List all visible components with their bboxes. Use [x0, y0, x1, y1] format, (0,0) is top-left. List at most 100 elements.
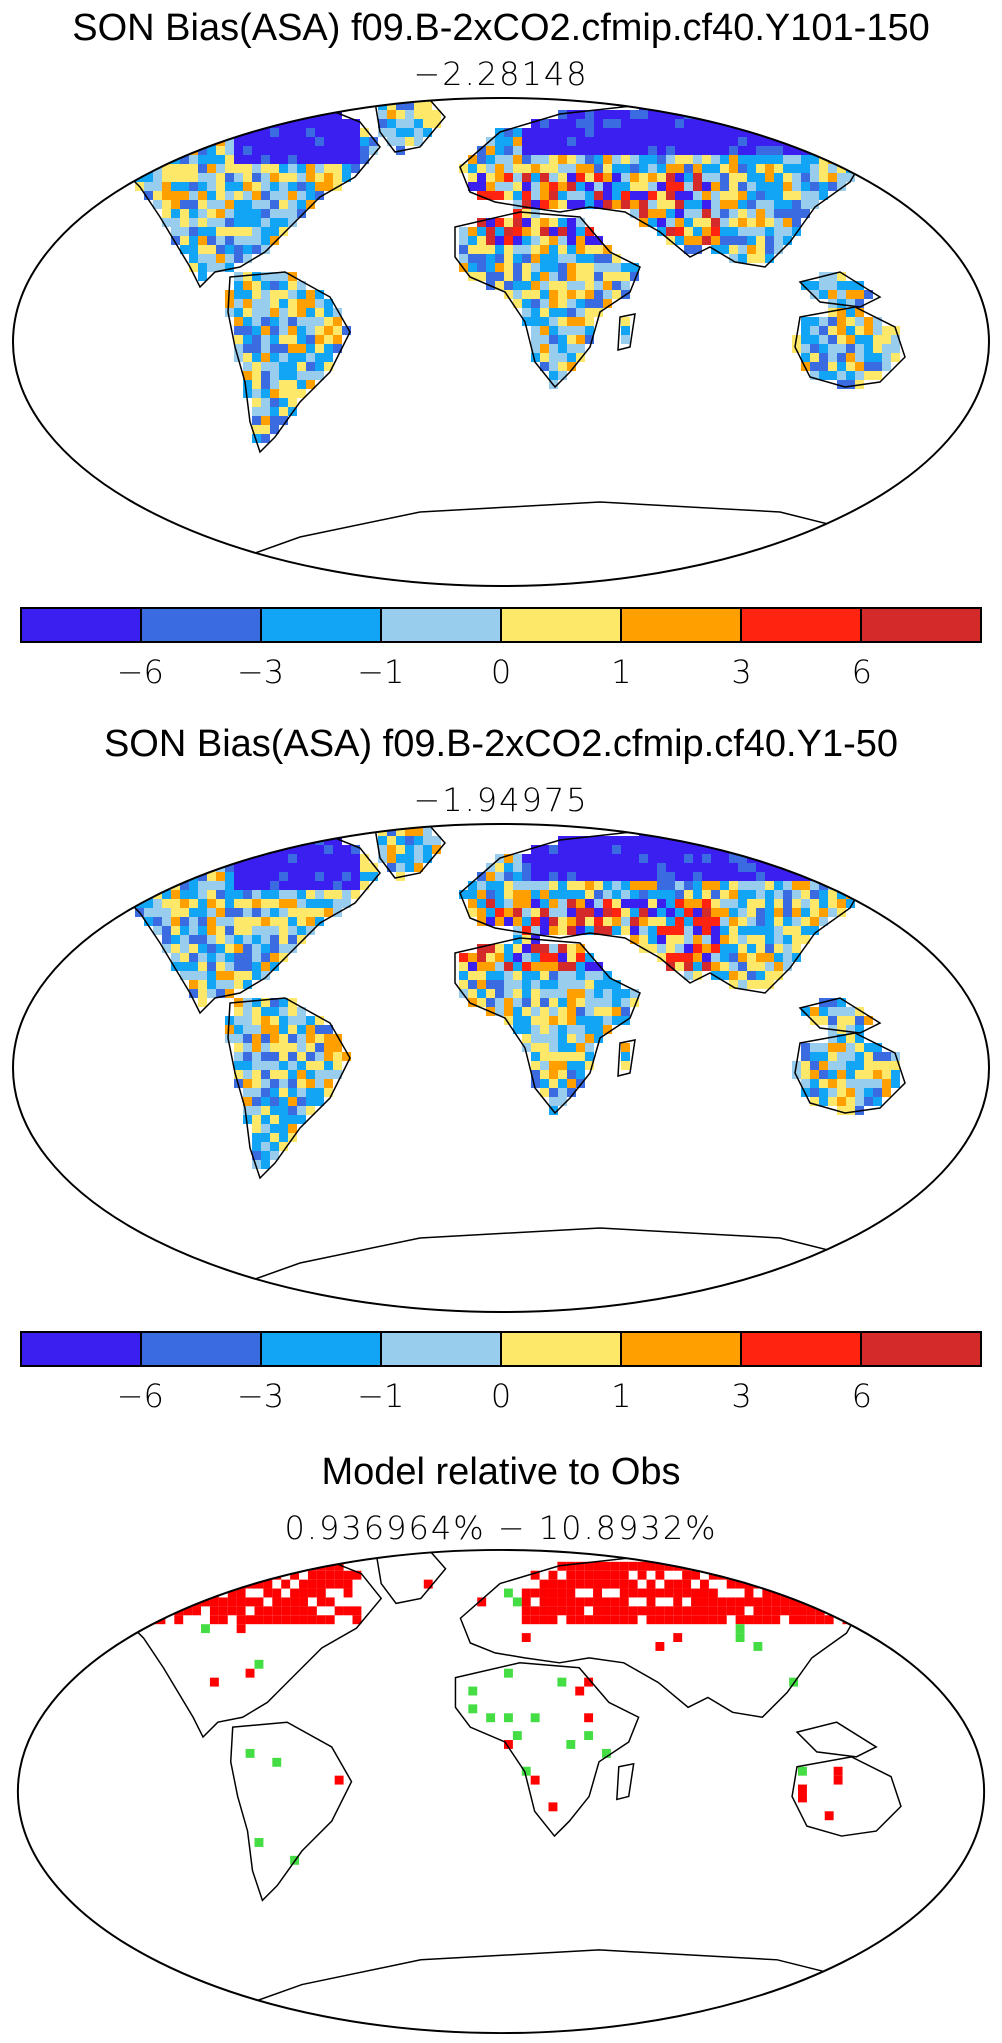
grid-cell: [270, 272, 279, 281]
grid-cell: [702, 881, 711, 890]
grid-cell: [138, 1579, 148, 1589]
grid-cell: [540, 272, 549, 281]
grid-cell: [720, 227, 729, 236]
grid-cell: [530, 1570, 540, 1580]
grid-cell: [198, 881, 207, 890]
grid-cell: [189, 917, 198, 926]
grid-cell: [819, 845, 828, 854]
grid-cell: [504, 863, 513, 872]
grid-cell: [837, 1007, 846, 1016]
grid-cell: [585, 1007, 594, 1016]
grid-cell: [603, 1025, 612, 1034]
grid-cell: [639, 155, 648, 164]
grid-cell: [198, 926, 207, 935]
grid-cell: [882, 1088, 891, 1097]
grid-cell: [837, 881, 846, 890]
grid-cell: [180, 863, 189, 872]
grid-cell: [729, 254, 738, 263]
grid-cell: [540, 845, 549, 854]
grid-cell: [576, 881, 585, 890]
grid-cell: [855, 1070, 864, 1079]
grid-cell: [549, 119, 558, 128]
grid-cell: [621, 182, 630, 191]
grid-cell: [198, 908, 207, 917]
grid-cell: [837, 353, 846, 362]
grid-cell: [138, 1615, 148, 1625]
grid-cell: [261, 164, 270, 173]
grid-cell: [585, 110, 594, 119]
coastline: [794, 306, 906, 388]
grid-cell: [819, 1007, 828, 1016]
grid-cell: [521, 1606, 531, 1616]
grid-cell: [801, 836, 810, 845]
grid-cell: [342, 872, 351, 881]
grid-cell: [837, 335, 846, 344]
grid-cell: [477, 971, 486, 980]
grid-cell: [315, 917, 324, 926]
grid-cell: [522, 854, 531, 863]
grid-cell: [774, 962, 783, 971]
grid-cell: [288, 881, 297, 890]
grid-cell: [846, 899, 855, 908]
grid-cell: [306, 362, 315, 371]
grid-cell: [549, 146, 558, 155]
grid-cell: [117, 854, 126, 863]
grid-cell: [165, 1579, 175, 1589]
grid-cell: [315, 353, 324, 362]
grid-cell: [780, 1579, 790, 1589]
grid-cell: [504, 881, 513, 890]
grid-cell: [837, 890, 846, 899]
grid-cell: [297, 1088, 306, 1097]
grid-cell: [846, 1079, 855, 1088]
coastline: [454, 211, 641, 389]
grid-cell: [334, 1561, 344, 1571]
grid-cell: [774, 236, 783, 245]
grid-cell: [261, 227, 270, 236]
grid-cell: [189, 863, 198, 872]
grid-cell: [540, 854, 549, 863]
grid-cell: [306, 308, 315, 317]
grid-cell: [225, 146, 234, 155]
grid-cell: [619, 1579, 629, 1589]
coastline: [798, 271, 882, 308]
grid-cell: [864, 362, 873, 371]
grid-cell: [666, 836, 675, 845]
grid-cell: [504, 245, 513, 254]
grid-cell: [558, 371, 567, 380]
grid-cell: [648, 137, 657, 146]
grid-cell: [558, 236, 567, 245]
grid-cell: [567, 317, 576, 326]
grid-cell: [279, 944, 288, 953]
grid-cell: [729, 128, 738, 137]
grid-cell: [414, 827, 423, 836]
grid-cell: [198, 200, 207, 209]
grid-cell: [729, 953, 738, 962]
grid-cell: [207, 155, 216, 164]
grid-cell: [252, 962, 261, 971]
grid-cell: [279, 836, 288, 845]
grid-cell: [753, 1606, 763, 1616]
grid-cell: [225, 944, 234, 953]
grid-cell: [549, 344, 558, 353]
grid-cell: [243, 1007, 252, 1016]
grid-cell: [585, 998, 594, 1007]
grid-cell: [657, 944, 666, 953]
grid-cell: [711, 191, 720, 200]
grid-cell: [315, 1043, 324, 1052]
grid-cell: [234, 971, 243, 980]
grid-cell: [486, 218, 495, 227]
grid-cell: [288, 1070, 297, 1079]
grid-cell: [324, 863, 333, 872]
grid-cell: [513, 899, 522, 908]
grid-cell: [693, 146, 702, 155]
grid-cell: [594, 200, 603, 209]
grid-cell: [135, 881, 144, 890]
grid-cell: [138, 1570, 148, 1580]
grid-cell: [549, 263, 558, 272]
grid-cell: [218, 1597, 228, 1607]
grid-cell: [288, 1007, 297, 1016]
colorbar-swatch: [382, 1333, 502, 1365]
grid-cell: [693, 164, 702, 173]
grid-cell: [744, 1615, 754, 1625]
grid-cell: [252, 899, 261, 908]
